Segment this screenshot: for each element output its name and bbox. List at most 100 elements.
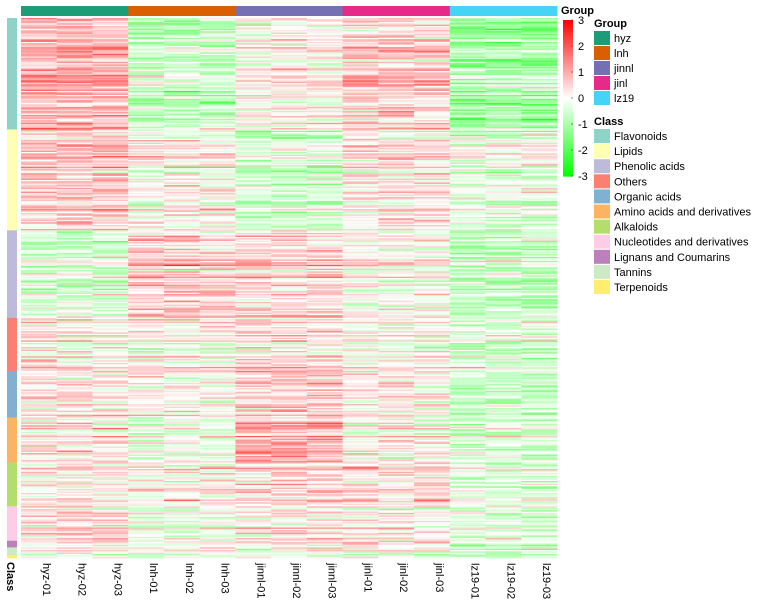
heatmap-cell — [342, 79, 379, 81]
heatmap-cell — [414, 142, 451, 145]
heatmap-cell — [306, 79, 343, 81]
heatmap-cell — [271, 130, 308, 133]
heatmap-cell — [235, 420, 272, 422]
heatmap-cell — [128, 393, 165, 396]
heatmap-cell — [21, 437, 58, 439]
heatmap-cell — [235, 238, 272, 240]
heatmap-cell — [449, 55, 486, 57]
heatmap-cell — [199, 357, 236, 360]
heatmap-cell — [521, 335, 558, 337]
heatmap-cell — [163, 347, 201, 349]
heatmap-cell — [414, 61, 451, 64]
heatmap-cell — [199, 27, 236, 30]
heatmap-cell — [128, 321, 165, 324]
heatmap-cell — [306, 171, 343, 174]
heatmap-cell — [128, 381, 165, 384]
heatmap-cell — [342, 112, 379, 114]
heatmap-cell — [271, 450, 308, 453]
heatmap-cell — [378, 134, 415, 137]
heatmap-cell — [21, 445, 58, 447]
heatmap-cell — [92, 52, 129, 55]
heatmap-cell — [521, 442, 558, 445]
heatmap-cell — [342, 276, 379, 279]
heatmap-cell — [163, 134, 201, 137]
heatmap-cell — [271, 144, 308, 146]
heatmap-cell — [128, 279, 165, 282]
heatmap-cell — [485, 259, 522, 262]
heatmap-cell — [235, 317, 272, 320]
heatmap-cell — [342, 401, 379, 404]
heatmap-cell — [163, 33, 201, 36]
heatmap-cell — [199, 441, 236, 443]
heatmap-cell — [92, 368, 129, 370]
heatmap-cell — [378, 153, 415, 156]
heatmap-cell — [449, 235, 486, 238]
heatmap-cell — [485, 77, 522, 80]
heatmap-cell — [199, 150, 236, 153]
heatmap-cell — [128, 390, 165, 393]
heatmap-cell — [414, 191, 451, 194]
heatmap-cell — [449, 345, 486, 348]
heatmap-cell — [414, 332, 451, 335]
heatmap-cell — [199, 75, 236, 77]
heatmap-cell — [521, 321, 558, 324]
heatmap-cell — [128, 93, 165, 96]
heatmap-cell — [199, 157, 236, 160]
heatmap-cell — [21, 49, 58, 52]
heatmap-cell — [199, 291, 236, 294]
heatmap-cell — [56, 187, 93, 190]
heatmap-cell — [199, 219, 236, 222]
heatmap-cell — [485, 234, 522, 236]
heatmap-cell — [21, 276, 58, 279]
heatmap-cell — [342, 317, 379, 320]
heatmap-cell — [485, 340, 522, 343]
heatmap-cell — [485, 271, 522, 274]
heatmap-cell — [306, 264, 343, 267]
heatmap-cell — [92, 217, 129, 219]
heatmap-cell — [21, 361, 58, 364]
heatmap-cell — [128, 266, 165, 268]
heatmap-cell — [271, 393, 308, 396]
heatmap-cell — [521, 365, 558, 368]
heatmap-cell — [21, 337, 58, 340]
heatmap-cell — [128, 394, 165, 397]
heatmap-cell — [235, 390, 272, 393]
heatmap-cell — [92, 337, 129, 340]
heatmap-cell — [271, 271, 308, 274]
heatmap-cell — [21, 174, 58, 177]
heatmap-cell — [378, 130, 415, 133]
heatmap-cell — [306, 39, 343, 41]
heatmap-cell — [521, 75, 558, 77]
heatmap-cell — [342, 40, 379, 43]
heatmap-cell — [92, 112, 129, 114]
heatmap-cell — [271, 93, 308, 96]
heatmap-cell — [21, 128, 58, 130]
heatmap-cell — [485, 175, 522, 178]
heatmap-cell — [378, 65, 415, 68]
heatmap-cell — [414, 386, 451, 389]
heatmap-cell — [378, 206, 415, 209]
heatmap-cell — [449, 289, 486, 292]
heatmap-cell — [521, 232, 558, 235]
heatmap-cell — [449, 72, 486, 75]
heatmap-cell — [485, 255, 522, 258]
heatmap-cell — [485, 24, 522, 27]
heatmap-cell — [56, 439, 93, 442]
heatmap-cell — [128, 341, 165, 344]
heatmap-cell — [378, 435, 415, 438]
heatmap-cell — [449, 185, 486, 187]
heatmap-cell — [21, 118, 58, 121]
heatmap-cell — [235, 329, 272, 332]
heatmap-cell — [378, 289, 415, 292]
heatmap-cell — [378, 443, 415, 446]
heatmap-cell — [378, 32, 415, 35]
heatmap-cell — [271, 203, 308, 206]
heatmap-cell — [271, 240, 308, 243]
heatmap-cell — [128, 65, 165, 68]
heatmap-cell — [342, 47, 379, 49]
heatmap-cell — [21, 345, 58, 348]
heatmap-cell — [306, 377, 343, 380]
heatmap-cell — [485, 211, 522, 214]
heatmap-cell — [21, 171, 58, 174]
heatmap-cell — [235, 136, 272, 138]
